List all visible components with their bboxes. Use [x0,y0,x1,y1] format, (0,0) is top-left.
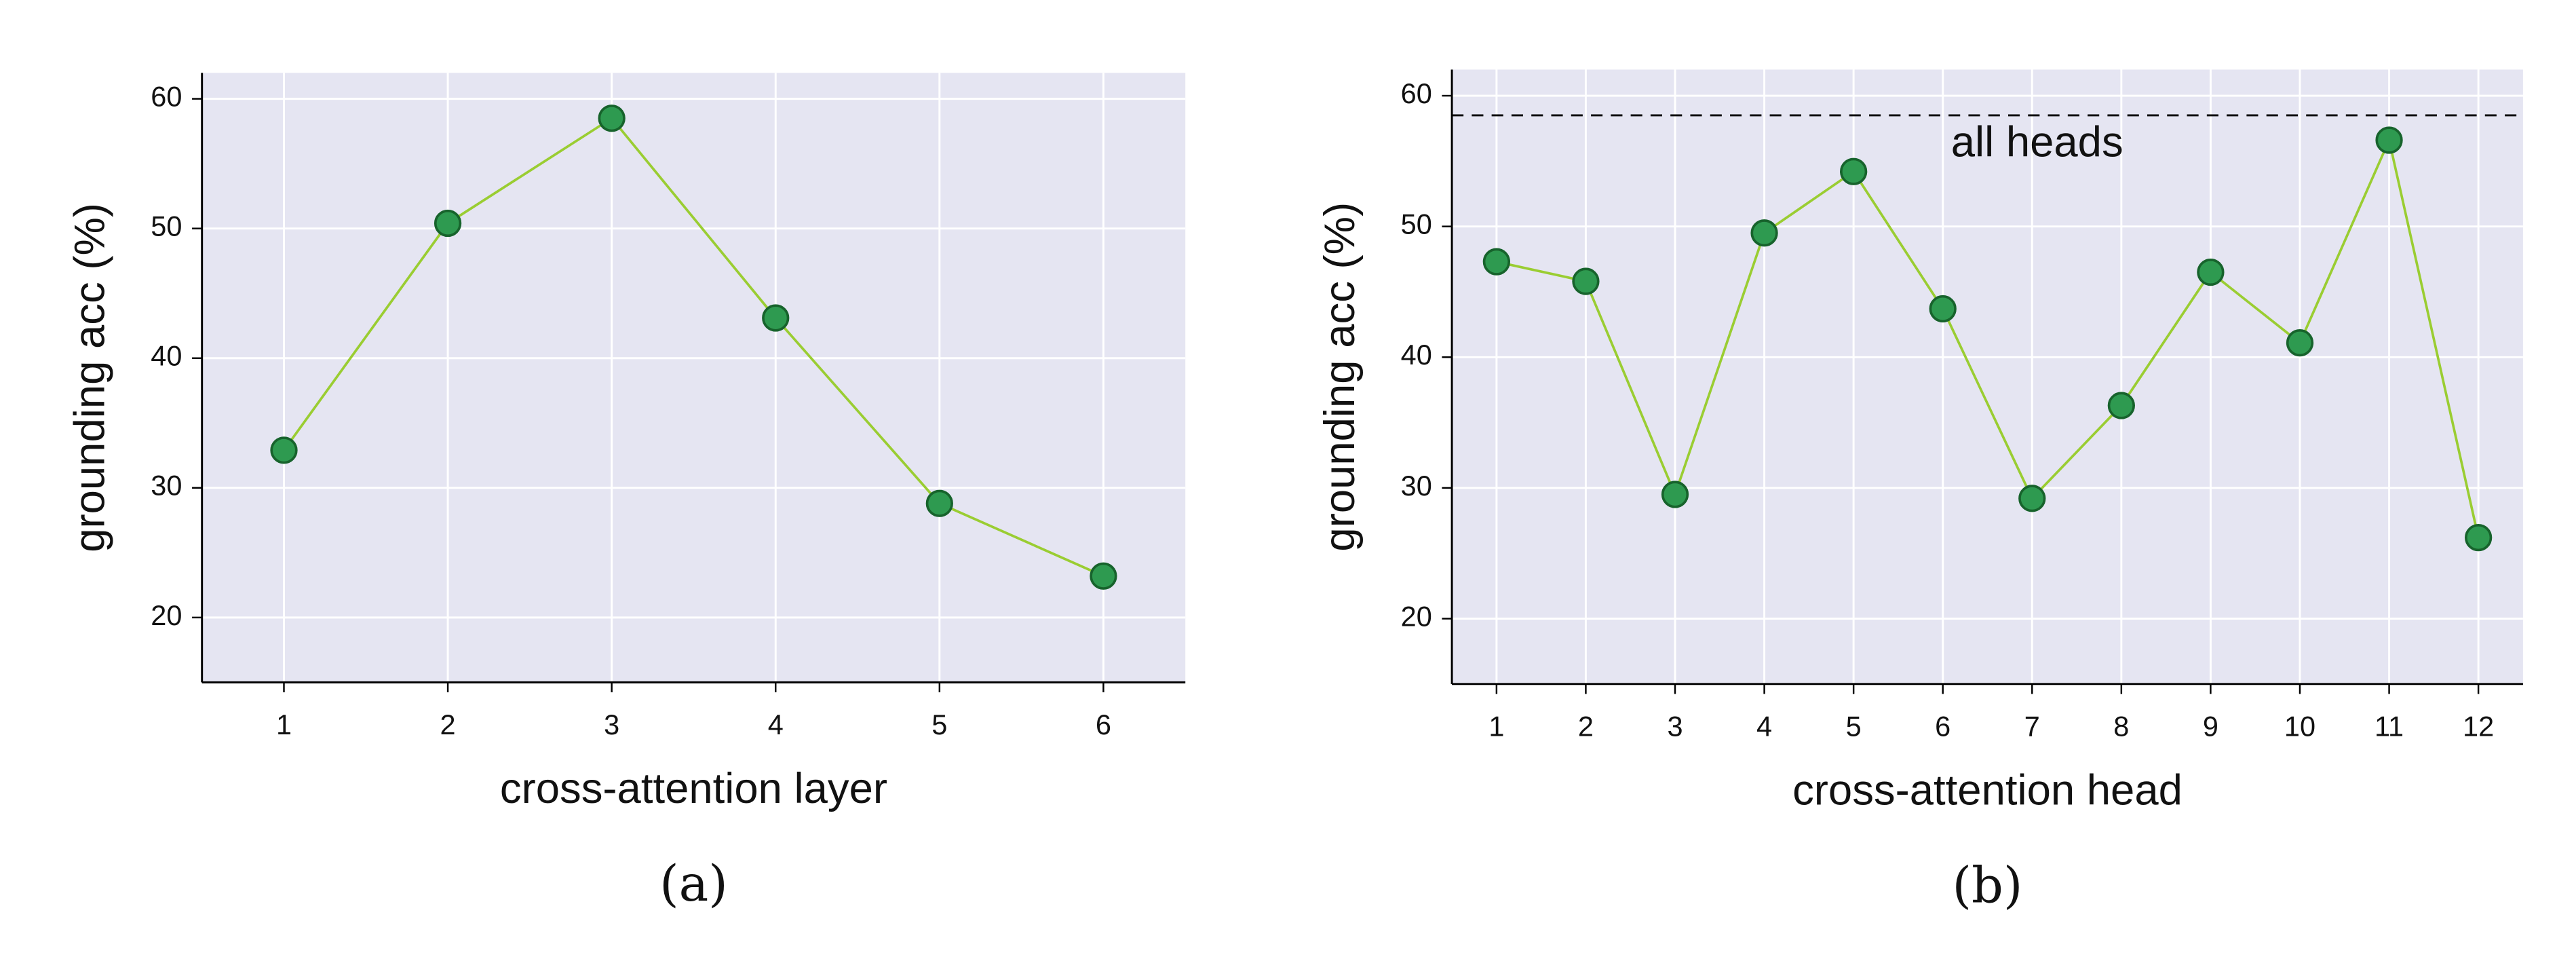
x-tick-label: 2 [440,709,456,740]
data-point [434,209,462,238]
x-tick-label: 3 [604,709,619,740]
y-tick-label: 60 [1401,77,1432,109]
data-line [1496,136,2480,538]
reference-label: all heads [1951,119,2123,166]
y-tick-label: 20 [1401,600,1432,632]
caption: (a) [659,855,728,913]
x-axis-label: cross-attention layer [500,765,887,812]
x-tick-label: 12 [2463,711,2494,742]
data-point [1750,219,1778,247]
y-tick-label: 40 [1401,339,1432,371]
x-tick-label: 10 [2284,711,2315,742]
data-point [1661,481,1689,508]
data-point [2375,126,2403,154]
y-tick-label: 30 [1401,470,1432,502]
data-point [1929,295,1957,323]
y-axis-label: grounding acc (%) [1316,202,1364,552]
x-tick-label: 9 [2203,711,2218,742]
y-tick-label: 40 [151,340,182,372]
data-point [2018,485,2046,512]
data-point [1090,562,1117,590]
x-tick-label: 2 [1578,711,1594,742]
data-point [762,304,790,332]
data-point [1482,248,1510,276]
data-point [925,489,953,517]
plot-background [201,73,1186,683]
x-tick-label: 6 [1096,709,1111,740]
data-line [283,116,1104,578]
x-tick-label: 11 [2375,711,2404,742]
data-point [270,436,298,464]
x-tick-label: 5 [931,709,947,740]
x-tick-label: 1 [276,709,292,740]
data-point [598,105,626,132]
caption: (b) [1953,857,2023,914]
x-axis-label: cross-attention head [1792,767,2183,814]
x-tick-label: 1 [1488,711,1504,742]
data-point [2464,523,2493,552]
plot-background [1452,69,2523,684]
x-tick-label: 5 [1846,711,1862,742]
data-point [1572,267,1600,295]
x-tick-label: 6 [1935,711,1950,742]
data-point [1840,157,1868,185]
data-point [2197,258,2225,286]
x-tick-label: 4 [768,709,784,740]
y-axis-label: grounding acc (%) [66,203,113,552]
x-tick-label: 3 [1667,711,1683,742]
y-tick-label: 30 [151,470,182,502]
x-tick-label: 8 [2113,711,2129,742]
y-tick-label: 60 [151,81,182,113]
y-tick-label: 50 [1401,208,1432,240]
data-point [2286,328,2314,357]
y-tick-label: 50 [151,210,182,242]
y-tick-label: 20 [151,599,182,631]
x-tick-label: 7 [2024,711,2040,742]
x-tick-label: 4 [1756,711,1772,742]
data-point [2107,392,2135,419]
